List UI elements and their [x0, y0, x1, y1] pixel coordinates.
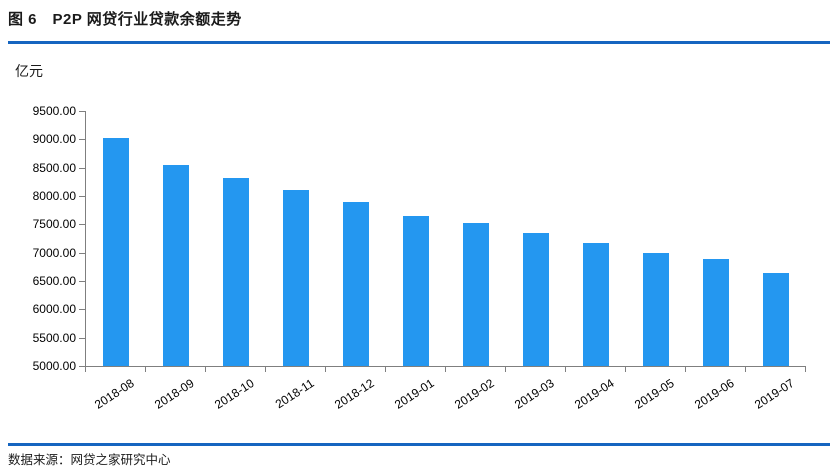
x-tick-mark	[145, 367, 146, 372]
bar-2019-07	[763, 272, 789, 366]
x-tick-mark	[85, 367, 86, 372]
x-tick-mark	[205, 367, 206, 372]
y-axis-unit-label: 亿元	[15, 63, 43, 79]
y-tick-label: 9500.00	[32, 104, 76, 118]
y-tick-label: 5500.00	[32, 330, 76, 345]
x-tick-label-2019-06: 2019-06	[692, 376, 737, 412]
bar-2019-06	[703, 258, 729, 366]
x-tick-mark	[565, 367, 566, 372]
y-tick-mark	[79, 196, 85, 197]
plot-area	[85, 111, 806, 367]
bar-series	[86, 111, 806, 366]
x-tick-label-2019-04: 2019-04	[572, 376, 617, 412]
bar-slot-2018-12	[326, 111, 386, 366]
y-tick-label: 8000.00	[32, 189, 76, 203]
x-tick-label-2018-10: 2018-10	[212, 376, 257, 412]
bar-2019-02	[463, 223, 489, 366]
x-tick-mark	[385, 367, 386, 372]
y-tick-mark	[79, 139, 85, 141]
x-tick-label-2018-08: 2018-08	[92, 376, 137, 412]
top-divider-rule	[8, 41, 830, 44]
bar-slot-2019-01	[386, 111, 446, 366]
bottom-divider-rule	[8, 443, 830, 446]
x-tick-mark	[685, 367, 686, 372]
x-tick-label-2018-09: 2018-09	[152, 376, 197, 412]
y-tick-mark	[79, 111, 85, 112]
bar-slot-2018-09	[146, 111, 206, 366]
x-tick-mark	[265, 367, 266, 372]
y-tick-label: 6500.00	[32, 274, 76, 288]
y-tick-mark	[79, 167, 85, 169]
y-tick-mark	[79, 224, 85, 226]
x-tick-mark	[325, 367, 326, 372]
y-tick-mark	[79, 252, 85, 254]
bar-slot-2018-10	[206, 111, 266, 366]
x-tick-label-2019-03: 2019-03	[512, 376, 557, 412]
bar-slot-2019-02	[446, 111, 506, 366]
bar-2018-10	[223, 177, 249, 366]
x-tick-mark	[745, 367, 746, 372]
x-tick-label-2019-02: 2019-02	[452, 376, 497, 412]
bar-2019-05	[643, 252, 669, 366]
x-tick-label-2019-01: 2019-01	[392, 376, 437, 412]
x-tick-label-2019-05: 2019-05	[632, 376, 677, 412]
x-tick-mark	[505, 367, 506, 372]
bar-slot-2019-07	[746, 111, 806, 366]
bar-2019-01	[403, 215, 429, 366]
y-tick-mark	[79, 366, 85, 367]
x-tick-label-2018-12: 2018-12	[332, 376, 377, 412]
bar-slot-2019-06	[686, 111, 746, 366]
bar-2019-04	[583, 243, 609, 366]
x-tick-label-2018-11: 2018-11	[272, 376, 317, 412]
bar-slot-2018-08	[86, 111, 146, 366]
y-tick-label: 8500.00	[32, 160, 76, 175]
data-source-note: 数据来源：网贷之家研究中心	[8, 453, 171, 467]
bar-slot-2019-04	[566, 111, 626, 366]
y-tick-label: 6000.00	[32, 302, 76, 317]
y-tick-mark	[79, 309, 85, 311]
bar-slot-2019-03	[506, 111, 566, 366]
y-tick-label: 7000.00	[32, 245, 76, 260]
bar-2018-08	[103, 137, 129, 366]
bar-2018-12	[343, 202, 369, 366]
x-tick-label-2019-07: 2019-07	[752, 376, 797, 412]
bar-slot-2019-05	[626, 111, 686, 366]
y-tick-label: 5000.00	[32, 359, 76, 373]
bar-2019-03	[523, 233, 549, 366]
bar-2018-09	[163, 165, 189, 366]
y-tick-mark	[79, 337, 85, 339]
figure-title: 图 6 P2P 网贷行业贷款余额走势	[8, 11, 242, 28]
y-tick-label: 7500.00	[32, 217, 76, 232]
y-tick-label: 9000.00	[32, 132, 76, 147]
x-tick-mark	[805, 367, 806, 372]
bar-slot-2018-11	[266, 111, 326, 366]
x-tick-mark	[625, 367, 626, 372]
x-tick-mark	[445, 367, 446, 372]
y-tick-mark	[79, 281, 85, 282]
bar-2018-11	[283, 189, 309, 366]
